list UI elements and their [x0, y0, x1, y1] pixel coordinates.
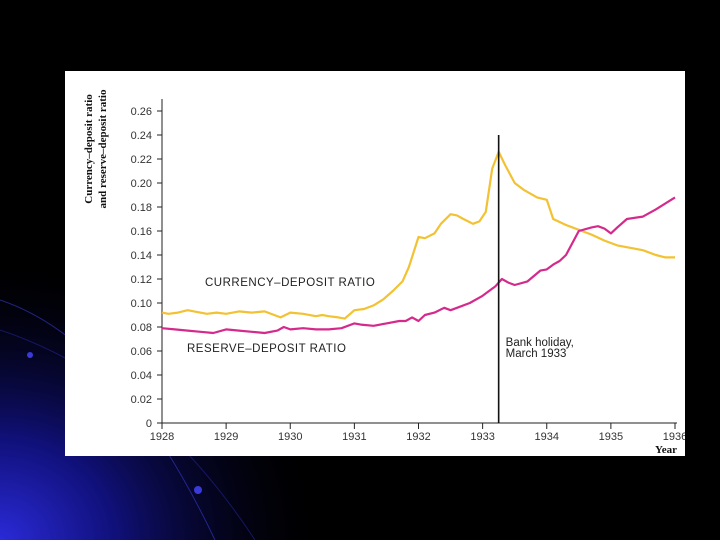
bank-holiday-annotation-line1: Bank holiday,	[506, 337, 574, 349]
currency-deposit-ratio-line	[161, 150, 675, 320]
y-tick-label: 0.02	[131, 394, 152, 406]
x-tick-label: 1931	[342, 431, 366, 443]
y-tick-label: 0.20	[131, 178, 152, 190]
y-tick-label: 0.10	[131, 298, 152, 310]
x-tick-label: 1936	[663, 431, 685, 443]
reserve-deposit-ratio-label: RESERVE–DEPOSIT RATIO	[187, 343, 346, 355]
x-tick-label: 1932	[406, 431, 430, 443]
chart-panel: 0 0.02 0.04 0.06 0.08 0.10 0.12 0.14 0.16 0.18 0.2…	[65, 71, 685, 456]
bank-holiday-annotation-line2: March 1933	[506, 348, 567, 360]
x-tick-label: 1929	[214, 431, 238, 443]
y-tick-label: 0.22	[131, 154, 152, 166]
y-tick-label: 0.26	[131, 106, 152, 118]
y-tick-label: 0.14	[131, 250, 152, 262]
y-tick-label: 0.12	[131, 274, 152, 286]
y-tick-label: 0.16	[131, 226, 152, 238]
x-axis-label: Year	[655, 444, 677, 456]
y-axis-label-line2: and reserve–deposit ratio	[97, 89, 109, 208]
decor-dot	[194, 486, 202, 494]
y-tick-label: 0.18	[131, 202, 152, 214]
x-tick-label: 1928	[150, 431, 174, 443]
x-tick-label: 1935	[599, 431, 623, 443]
x-tick-label: 1933	[470, 431, 494, 443]
y-axis-ticks: 0 0.02 0.04 0.06 0.08 0.10 0.12 0.14 0.16 0.18 0.2…	[131, 106, 162, 430]
x-tick-label: 1930	[278, 431, 302, 443]
currency-deposit-ratio-label: CURRENCY–DEPOSIT RATIO	[205, 277, 375, 289]
x-tick-label: 1934	[535, 431, 559, 443]
y-tick-label: 0.24	[131, 130, 152, 142]
y-tick-label: 0.04	[131, 370, 152, 382]
y-tick-label: 0.06	[131, 346, 152, 358]
series-lines	[161, 150, 676, 335]
x-axis-ticks: 1928 1929 1930 1931 1932 1933 1934 1935 1936	[150, 423, 685, 443]
y-axis-label-line1: Currency–deposit ratio	[83, 94, 95, 204]
y-tick-label: 0.08	[131, 322, 152, 334]
line-chart: 0 0.02 0.04 0.06 0.08 0.10 0.12 0.14 0.16 0.18 0.2…	[83, 89, 685, 456]
y-tick-label: 0	[146, 418, 152, 430]
decor-dot	[27, 352, 33, 358]
reserve-deposit-ratio-line	[161, 196, 676, 335]
